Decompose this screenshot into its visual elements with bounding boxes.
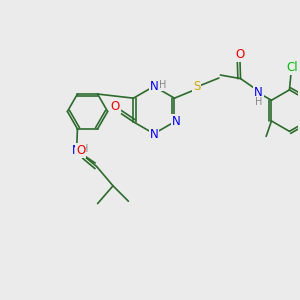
Text: N: N [254, 86, 263, 99]
Text: N: N [172, 116, 180, 128]
Text: O: O [76, 144, 85, 158]
Text: O: O [110, 100, 120, 113]
Text: Cl: Cl [286, 61, 298, 74]
Text: O: O [235, 48, 244, 62]
Text: N: N [150, 128, 158, 141]
Text: H: H [159, 80, 167, 90]
Text: H: H [255, 97, 262, 107]
Text: H: H [81, 144, 88, 154]
Text: S: S [193, 80, 200, 93]
Text: N: N [150, 80, 158, 93]
Text: N: N [72, 144, 80, 157]
